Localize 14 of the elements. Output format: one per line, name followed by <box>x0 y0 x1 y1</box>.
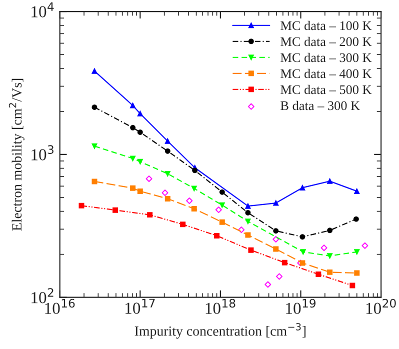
y-tick-label: 10$^{4}$ <box>32 2 54 18</box>
y-axis-title: Electron mobility [cm$^{2}$/Vs] <box>8 78 24 231</box>
legend-label: MC data – 200 K <box>280 36 372 46</box>
x-axis-title: Impurity concentration [cm$^{−3}$] <box>134 323 306 339</box>
legend-label: MC data – 400 K <box>280 68 372 78</box>
y-tick-label: 10$^{3}$ <box>32 145 54 160</box>
legend-label: B data – 300 K <box>280 100 360 110</box>
x-tick-label: 10$^{18}$ <box>206 298 236 314</box>
x-tick-label: 10$^{19}$ <box>286 298 316 314</box>
legend-label: MC data – 100 K <box>280 20 372 30</box>
legend-label: MC data – 500 K <box>280 84 372 94</box>
x-tick-label: 10$^{17}$ <box>126 298 155 314</box>
x-tick-label: 10$^{20}$ <box>366 298 396 314</box>
legend-label: MC data – 300 K <box>280 52 372 62</box>
